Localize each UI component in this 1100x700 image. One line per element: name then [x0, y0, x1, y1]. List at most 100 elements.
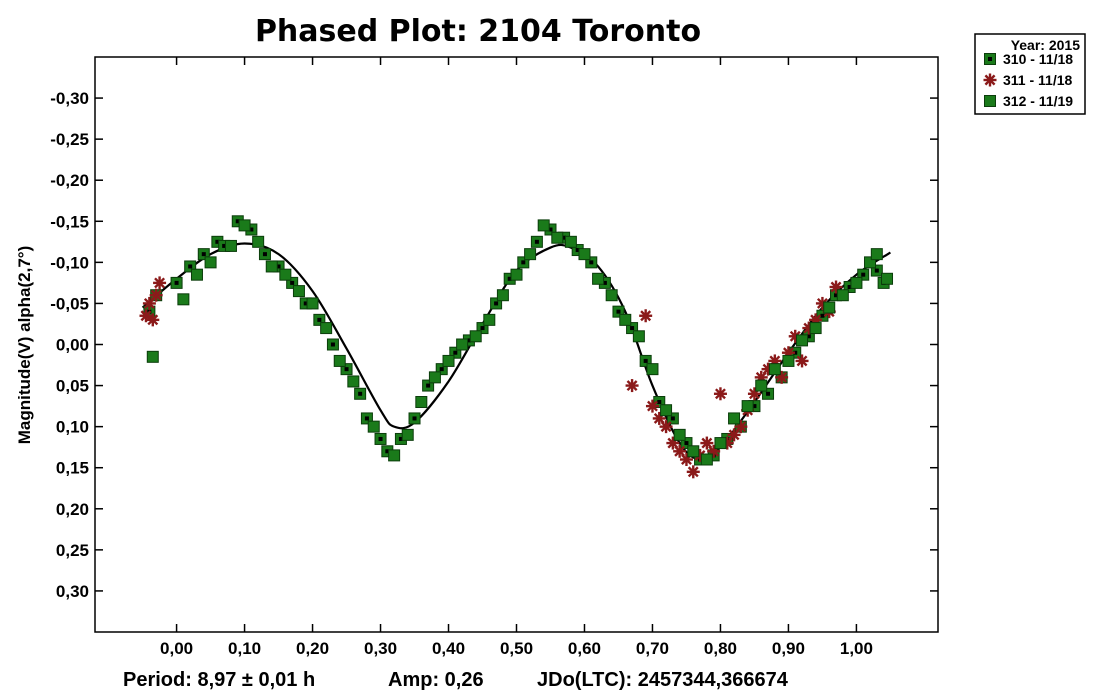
data-point-series-1-dot	[630, 326, 635, 331]
data-point-series-3	[204, 256, 217, 269]
data-point-series-1	[340, 363, 353, 376]
data-point-series-3-square	[578, 248, 591, 261]
data-point-series-3-square	[347, 375, 360, 388]
data-point-series-3-square	[796, 334, 809, 347]
data-point-series-1	[286, 276, 299, 289]
data-point-series-1-dot	[412, 416, 417, 421]
data-point-series-1	[476, 322, 489, 335]
data-point-series-1	[653, 396, 666, 408]
data-point-series-1-dot	[684, 441, 689, 446]
data-point-series-3-square	[673, 428, 686, 441]
data-point-series-2	[146, 313, 160, 327]
data-point-series-1-dot	[575, 248, 580, 253]
data-point-series-3	[768, 363, 781, 376]
data-point-series-3	[714, 437, 727, 450]
data-point-series-1	[313, 313, 326, 326]
data-point-series-1-dot	[657, 400, 662, 404]
data-point-series-3	[881, 272, 894, 285]
data-point-series-3-square	[870, 248, 883, 261]
legend-marker-1	[984, 53, 996, 65]
data-point-series-3-square	[728, 412, 741, 425]
data-point-series-1-dot	[235, 219, 240, 224]
data-point-series-3	[864, 256, 877, 269]
data-point-series-1	[449, 346, 462, 359]
data-point-series-3-square	[469, 330, 482, 343]
data-point-series-3-square	[592, 272, 605, 285]
data-point-series-3	[388, 449, 401, 462]
data-point-series-1-dot	[589, 260, 594, 265]
x-tick-label: 0,50	[500, 639, 533, 658]
data-point-series-3	[605, 289, 618, 302]
data-point-series-3-square	[320, 322, 333, 335]
footer-amplitude: Amp: 0,26	[388, 669, 484, 691]
data-point-series-3	[428, 371, 441, 384]
data-point-series-1-dot	[215, 239, 220, 244]
data-point-series-3	[823, 301, 836, 314]
x-tick-label: 0,20	[296, 639, 329, 658]
data-point-series-3	[741, 400, 754, 413]
data-point-series-3-square	[660, 404, 673, 417]
legend-label-1: 310 - 11/18	[1003, 51, 1073, 67]
y-tick-label: -0,10	[50, 253, 89, 272]
data-point-series-2-stroke	[140, 310, 152, 322]
data-point-series-1-dot	[670, 416, 675, 421]
data-point-series-1-dot	[480, 326, 485, 331]
data-point-series-2-stroke	[640, 310, 652, 322]
data-point-series-3-square	[388, 449, 401, 462]
data-point-series-1-dot	[385, 449, 390, 454]
y-tick-label: -0,05	[50, 294, 89, 313]
data-point-series-3	[728, 412, 741, 425]
y-tick-label: -0,15	[50, 212, 89, 231]
data-point-series-1	[639, 354, 652, 367]
data-point-series-1	[857, 268, 870, 281]
data-point-series-1-dot	[453, 350, 458, 355]
data-point-series-3-square	[510, 268, 523, 281]
data-point-series-1	[870, 264, 883, 277]
y-tick-label: 0,05	[56, 377, 89, 396]
data-point-series-2-stroke	[674, 445, 686, 457]
data-point-series-2-stroke	[147, 314, 159, 326]
data-point-series-2-stroke	[776, 371, 788, 383]
data-point-series-1	[326, 338, 339, 351]
y-tick-label: -0,30	[50, 89, 89, 108]
data-point-series-1-dot	[201, 252, 206, 257]
data-point-series-1-dot	[174, 280, 179, 285]
data-point-series-3	[320, 322, 333, 335]
data-point-series-1-dot	[358, 391, 363, 396]
data-point-series-1-dot	[398, 436, 403, 441]
x-tick-label: 1,00	[840, 639, 873, 658]
legend: Year: 2015 310 - 11/18 311 - 11/18 312 - 1…	[974, 33, 1086, 115]
data-point-series-1-dot	[303, 301, 308, 306]
data-point-series-3	[279, 268, 292, 281]
data-point-series-1	[435, 363, 448, 376]
data-point-series-3-square	[687, 445, 700, 458]
data-point-series-3-square	[415, 396, 428, 408]
data-point-series-2	[142, 296, 156, 310]
data-point-series-3-square	[741, 400, 754, 413]
data-point-series-1-dot	[317, 317, 322, 322]
data-point-series-1-dot	[534, 239, 539, 244]
data-point-series-3	[190, 268, 203, 281]
data-point-series-2-stroke	[150, 289, 162, 301]
chart-title: Phased Plot: 2104 Toronto	[255, 14, 701, 49]
data-point-series-2-stroke	[735, 421, 747, 433]
data-point-series-1	[816, 309, 829, 322]
data-point-series-1	[612, 305, 625, 318]
data-point-series-3	[592, 272, 605, 285]
data-point-series-3-square	[864, 256, 877, 269]
data-point-series-3-square	[782, 354, 795, 367]
data-point-series-1-dot	[276, 264, 281, 269]
data-point-series-3-square	[265, 260, 278, 273]
data-point-series-3	[456, 338, 469, 351]
data-point-series-3-square	[714, 437, 727, 450]
data-point-series-2-stroke	[687, 466, 699, 478]
data-point-series-3	[796, 334, 809, 347]
data-point-series-1	[490, 297, 503, 310]
data-point-series-3-square	[333, 354, 346, 367]
data-point-series-2	[639, 309, 653, 323]
legend-marker-3	[984, 95, 996, 107]
data-point-series-1-dot	[752, 404, 757, 409]
x-axis: 0,00 0,10 0,20 0,30 0,40 0,50 0,60 0,70 0,80 0,90…	[160, 57, 873, 658]
data-point-series-3	[673, 428, 686, 441]
data-point-series-1	[666, 412, 679, 425]
